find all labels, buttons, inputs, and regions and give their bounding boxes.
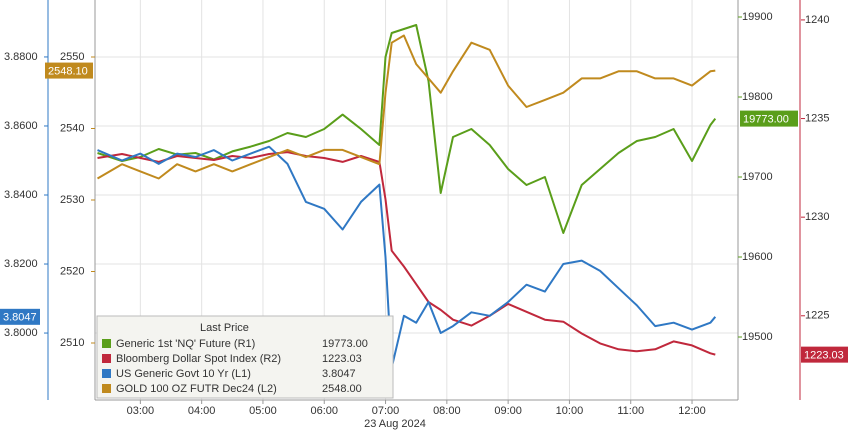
x-tick-label: 08:00 <box>433 405 461 417</box>
value-tag <box>801 346 848 363</box>
value-tag-label: 19773.00 <box>743 114 789 126</box>
legend-swatch <box>102 354 111 363</box>
lines <box>96 24 717 369</box>
legend-label: Generic 1st 'NQ' Future (R1) <box>116 338 255 350</box>
x-tick-label: 05:00 <box>249 405 277 417</box>
x-tick-label: 07:00 <box>372 405 400 417</box>
x-tick-label: 06:00 <box>310 405 338 417</box>
value-tag <box>45 62 93 79</box>
date-label: 23 Aug 2024 <box>364 418 426 430</box>
legend-label: GOLD 100 OZ FUTR Dec24 (L2) <box>116 383 277 395</box>
x-tick-label: 11:00 <box>617 405 644 417</box>
y-tick-label: 1230 <box>805 211 829 223</box>
value-tag-label: 3.8047 <box>3 312 37 324</box>
legend-swatch <box>102 369 111 378</box>
y-tick-label: 2530 <box>60 194 84 206</box>
y-tick-label: 3.8400 <box>4 189 38 201</box>
x-tick-label: 03:00 <box>127 405 155 417</box>
y-tick-label: 2520 <box>60 265 84 277</box>
legend: Last Price Generic 1st 'NQ' Future (R1) 1… <box>96 315 394 399</box>
y-tick-label: 1235 <box>805 112 829 124</box>
y-tick-label: 19800 <box>742 91 773 103</box>
series-line <box>97 145 717 369</box>
y-tick-label: 19700 <box>742 171 773 183</box>
axes: 03:00 04:00 05:00 06:00 07:00 08:00 09:00 10:00… <box>4 0 829 417</box>
y-tick-label: 19500 <box>742 331 773 343</box>
series-line <box>97 151 716 356</box>
value-tag <box>740 110 798 127</box>
y-tick-label: 3.8600 <box>4 120 38 132</box>
legend-box <box>96 315 394 399</box>
y-tick-label: 3.8000 <box>4 327 38 339</box>
x-tick-label: 04:00 <box>188 405 216 417</box>
y-tick-label: 3.8800 <box>4 51 38 63</box>
legend-value: 1223.03 <box>322 353 362 365</box>
x-tick-label: 09:00 <box>494 405 522 417</box>
legend-swatch <box>102 384 111 393</box>
legend-title: Last Price <box>200 322 249 334</box>
y-tick-label: 2540 <box>60 122 84 134</box>
y-tick-label: 2510 <box>60 337 84 349</box>
legend-swatch <box>102 339 111 348</box>
grid <box>95 0 738 400</box>
y-tick-label: 19900 <box>742 11 773 23</box>
value-tag <box>0 308 40 325</box>
x-tick-label: 12:00 <box>678 405 706 417</box>
legend-value: 3.8047 <box>322 368 356 380</box>
value-tag-label: 1223.03 <box>804 350 844 362</box>
y-tick-label: 1240 <box>805 14 829 26</box>
series-line <box>96 34 716 180</box>
y-tick-label: 3.8200 <box>4 258 38 270</box>
y-tick-label: 19600 <box>742 251 773 263</box>
series-line <box>97 24 717 234</box>
value-tag-label: 2548.10 <box>48 65 88 77</box>
legend-label: Bloomberg Dollar Spot Index (R2) <box>116 353 281 365</box>
legend-value: 19773.00 <box>322 338 368 350</box>
x-tick-label: 10:00 <box>556 405 584 417</box>
legend-label: US Generic Govt 10 Yr (L1) <box>116 368 251 380</box>
y-tick-label: 1225 <box>805 310 829 322</box>
legend-value: 2548.00 <box>322 383 362 395</box>
y-tick-label: 2550 <box>60 51 84 63</box>
